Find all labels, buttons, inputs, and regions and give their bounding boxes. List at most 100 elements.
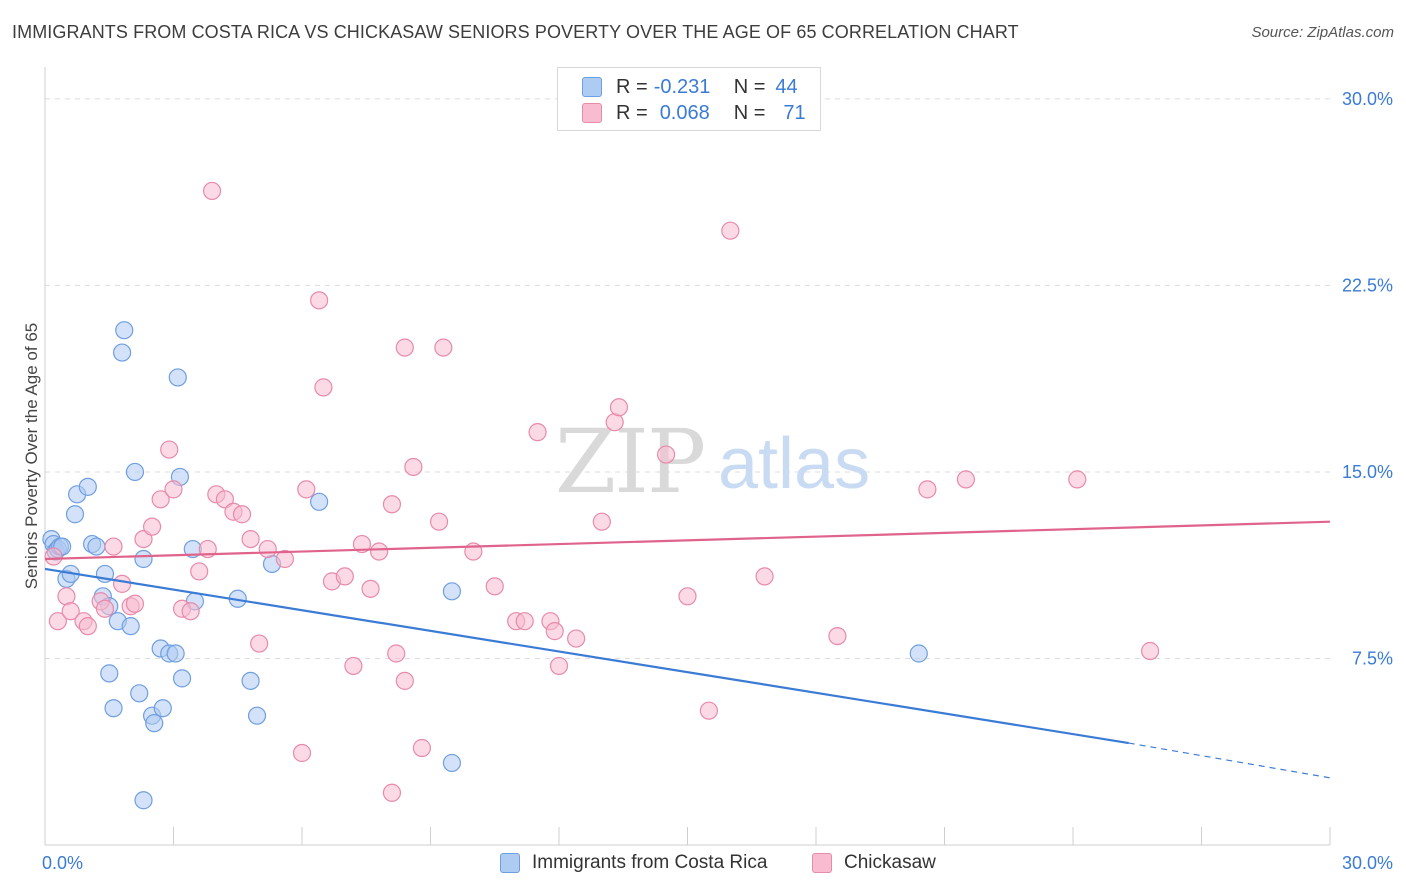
data-point-costa-rica [172, 669, 192, 688]
data-point-chickasaw [202, 181, 222, 201]
data-point-chickasaw [699, 701, 719, 720]
data-point-chickasaw [545, 622, 564, 641]
data-point-chickasaw [250, 634, 269, 653]
data-point-costa-rica [125, 462, 145, 482]
series-chickasaw-points [44, 181, 1160, 802]
watermark-zip: ZIP [555, 410, 704, 513]
x-tick-label: 30.0% [1342, 853, 1393, 873]
data-point-chickasaw [57, 587, 76, 606]
legend-r-key: R = [616, 75, 648, 98]
data-point-costa-rica [115, 321, 134, 340]
data-point-chickasaw [485, 577, 504, 596]
data-point-costa-rica [247, 706, 267, 725]
data-point-costa-rica [442, 753, 462, 773]
tick-labels: 7.5% 15.0% 22.5% 30.0% 0.0% 30.0% [42, 89, 1393, 873]
data-point-costa-rica [241, 671, 260, 690]
data-point-chickasaw [609, 398, 629, 417]
data-point-costa-rica [909, 644, 928, 663]
data-point-chickasaw [258, 539, 277, 559]
y-tick-label: 7.5% [1352, 648, 1393, 668]
y-tick-label: 30.0% [1342, 89, 1393, 109]
data-point-chickasaw [142, 517, 162, 536]
data-point-chickasaw [678, 587, 697, 606]
legend-n-value: 71 [783, 101, 806, 124]
data-point-costa-rica [87, 537, 106, 556]
data-point-costa-rica [121, 617, 140, 636]
legend-row-costa-rica: R = -0.231 N = 44 [582, 74, 798, 100]
data-point-chickasaw [549, 656, 569, 676]
legend-swatch-pink [812, 853, 832, 873]
data-point-costa-rica [104, 699, 123, 718]
data-point-chickasaw [134, 529, 153, 549]
grid-lines [45, 98, 1330, 659]
data-point-costa-rica [310, 492, 329, 511]
data-point-chickasaw [48, 612, 67, 631]
data-point-chickasaw [61, 602, 80, 621]
data-point-costa-rica [166, 644, 185, 663]
data-point-chickasaw [344, 656, 363, 676]
legend-r-value: 0.068 [659, 101, 710, 124]
legend-swatch-blue [582, 77, 602, 97]
legend-row-chickasaw: R = 0.068 N = 71 [582, 100, 806, 126]
data-point-chickasaw [232, 505, 252, 524]
legend-label-costa-rica: Immigrants from Costa Rica [532, 852, 768, 873]
data-point-chickasaw [721, 221, 740, 240]
data-point-chickasaw [181, 602, 200, 621]
data-point-costa-rica [130, 684, 149, 703]
data-point-chickasaw [160, 440, 179, 459]
legend-label-chickasaw: Chickasaw [844, 852, 936, 873]
data-point-chickasaw [104, 537, 123, 556]
data-point-chickasaw [241, 529, 260, 549]
data-point-costa-rica [442, 582, 462, 601]
data-point-chickasaw [125, 594, 145, 613]
data-point-chickasaw [592, 512, 611, 531]
data-point-chickasaw [395, 671, 414, 690]
data-point-costa-rica [100, 664, 119, 683]
data-point-chickasaw [292, 743, 312, 763]
data-point-costa-rica [168, 368, 187, 387]
trend-line-costa-rica-extension [1128, 742, 1331, 779]
watermark: ZIP atlas [555, 410, 870, 513]
data-point-chickasaw [918, 480, 937, 499]
series-costa-rica-points [42, 321, 928, 810]
data-point-chickasaw [382, 783, 402, 802]
data-point-chickasaw [335, 567, 354, 586]
data-point-chickasaw [1140, 641, 1160, 661]
data-point-chickasaw [275, 549, 294, 569]
y-tick-label: 15.0% [1342, 462, 1393, 482]
axes [44, 67, 1331, 846]
data-point-costa-rica [145, 714, 164, 733]
data-point-costa-rica [112, 343, 132, 362]
data-point-chickasaw [297, 480, 316, 499]
data-point-chickasaw [404, 457, 423, 477]
data-point-chickasaw [78, 617, 97, 636]
data-point-costa-rica [153, 699, 172, 718]
x-tick-label: 0.0% [42, 853, 83, 873]
data-point-chickasaw [956, 470, 976, 489]
legend-n-key: N = [733, 75, 766, 98]
data-point-chickasaw [828, 626, 847, 646]
data-point-chickasaw [605, 413, 624, 432]
data-point-chickasaw [1068, 470, 1087, 489]
data-point-chickasaw [361, 579, 380, 598]
data-point-chickasaw [190, 562, 209, 581]
data-point-chickasaw [382, 495, 402, 514]
y-tick-label: 22.5% [1342, 275, 1393, 295]
legend-n-key: N = [733, 101, 766, 124]
chart-title: IMMIGRANTS FROM COSTA RICA VS CHICKASAW … [12, 22, 1019, 42]
legend-swatch-blue [500, 853, 520, 873]
data-point-chickasaw [151, 490, 170, 509]
legend-r-value: -0.231 [653, 75, 711, 98]
trend-lines [44, 520, 1331, 779]
data-point-costa-rica [134, 549, 153, 569]
legend-n-value: 44 [775, 75, 798, 98]
bottom-legend-chickasaw: Chickasaw [812, 852, 936, 874]
data-point-chickasaw [370, 542, 389, 561]
correlation-legend: R = -0.231 N = 44 R = 0.068 N = 71 [557, 67, 821, 131]
data-point-chickasaw [755, 567, 774, 586]
data-point-chickasaw [412, 738, 432, 758]
legend-swatch-pink [582, 103, 602, 123]
legend-r-key: R = [616, 101, 648, 124]
data-point-costa-rica [78, 477, 97, 496]
